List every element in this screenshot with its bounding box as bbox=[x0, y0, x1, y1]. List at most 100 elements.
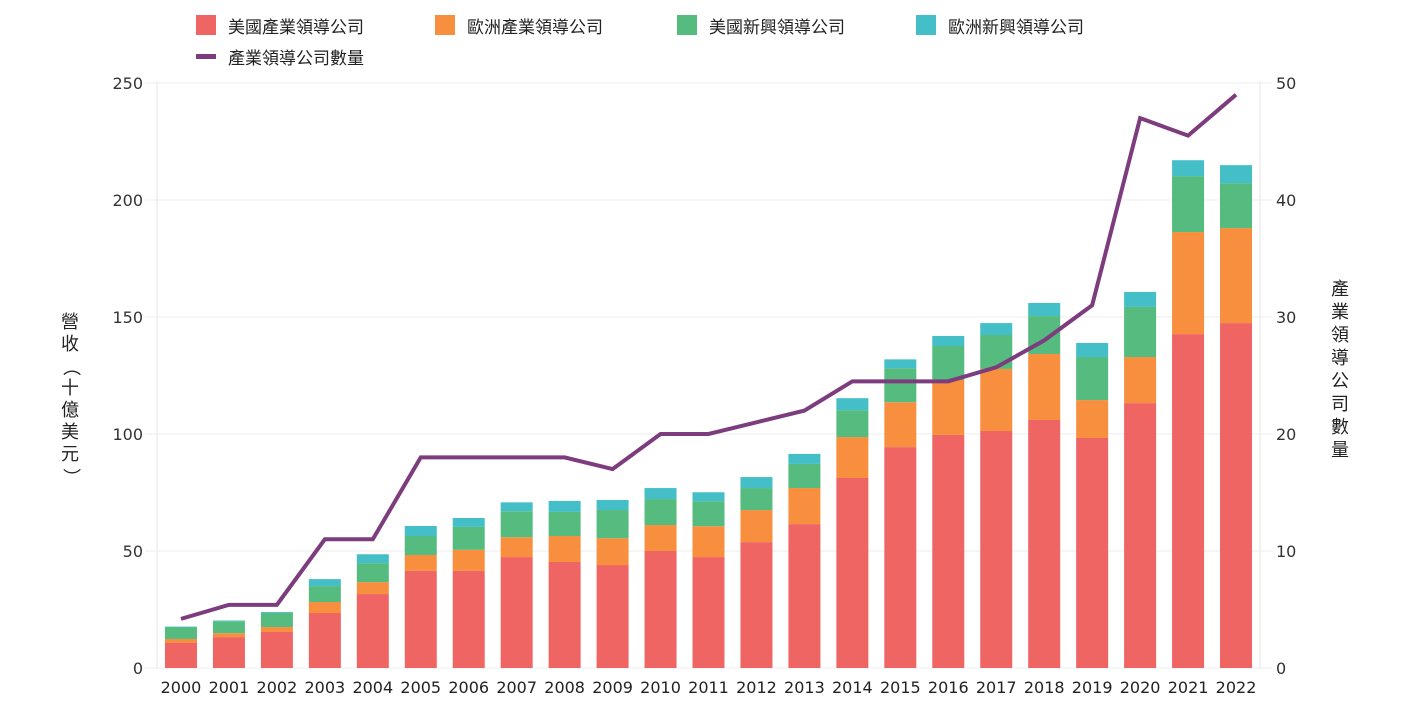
legend-label: 歐洲產業領導公司 bbox=[467, 17, 603, 38]
bar-segment-series-1-2003 bbox=[308, 602, 341, 614]
bar-stack-2007 bbox=[500, 502, 533, 668]
legend-item-us-emerging-leaders[interactable]: 美國新興領導公司 bbox=[677, 14, 845, 38]
bar-segment-series-0-2009 bbox=[596, 565, 629, 668]
bar-segment-series-3-2007 bbox=[500, 502, 533, 512]
bar-segment-series-2-2009 bbox=[596, 510, 629, 539]
bar-segment-series-1-2013 bbox=[788, 488, 821, 525]
legend-item-eu-emerging-leaders[interactable]: 歐洲新興領導公司 bbox=[916, 14, 1084, 38]
bar-segment-series-0-2013 bbox=[788, 524, 821, 668]
bar-segment-series-0-2007 bbox=[500, 557, 533, 668]
bar-segment-series-3-2010 bbox=[644, 488, 677, 500]
bar-segment-series-0-2002 bbox=[260, 631, 293, 668]
bar-segment-series-2-2006 bbox=[452, 526, 485, 550]
axis-title-char: 十 bbox=[61, 378, 79, 399]
bar-segment-series-3-2019 bbox=[1076, 342, 1109, 358]
bar-segment-series-2-2007 bbox=[500, 511, 533, 538]
bar-segment-series-1-2000 bbox=[164, 638, 197, 643]
bar-segment-series-1-2002 bbox=[260, 627, 293, 632]
x-tick-label: 2002 bbox=[257, 678, 298, 697]
bar-segment-series-2-2013 bbox=[788, 463, 821, 489]
bar-segment-series-2-2004 bbox=[356, 563, 389, 583]
bar-segment-series-3-2004 bbox=[356, 554, 389, 564]
bar-segment-series-2-2022 bbox=[1220, 183, 1253, 229]
bar-segment-series-0-2006 bbox=[452, 570, 485, 668]
bar-stack-2015 bbox=[884, 359, 917, 668]
y2-tick-label: 20 bbox=[1276, 425, 1296, 444]
y2-tick-label: 0 bbox=[1276, 659, 1286, 678]
legend-label: 產業領導公司數量 bbox=[228, 48, 364, 69]
bar-segment-series-0-2012 bbox=[740, 542, 773, 668]
bar-segment-series-2-2008 bbox=[548, 511, 581, 537]
bar-segment-series-3-2020 bbox=[1124, 291, 1157, 307]
bar-segment-series-3-2003 bbox=[308, 579, 341, 587]
bar-segment-series-0-2020 bbox=[1124, 403, 1157, 668]
bar-stack-2020 bbox=[1124, 291, 1157, 668]
bar-stack-2019 bbox=[1076, 342, 1109, 668]
legend-swatch bbox=[677, 15, 697, 35]
x-tick-label: 2003 bbox=[304, 678, 345, 697]
bar-segment-series-1-2017 bbox=[980, 368, 1013, 431]
axis-title-char: 導 bbox=[1331, 348, 1349, 369]
x-tick-label: 2020 bbox=[1120, 678, 1161, 697]
legend-item-leader-count[interactable]: 產業領導公司數量 bbox=[196, 45, 364, 69]
bar-segment-series-1-2012 bbox=[740, 510, 773, 543]
x-tick-label: 2004 bbox=[352, 678, 393, 697]
bar-segment-series-1-2006 bbox=[452, 549, 485, 571]
x-tick-label: 2018 bbox=[1024, 678, 1065, 697]
bar-segment-series-3-2014 bbox=[836, 398, 869, 411]
bar-segment-series-0-2000 bbox=[164, 642, 197, 668]
bar-segment-series-2-2019 bbox=[1076, 357, 1109, 401]
x-tick-label: 2007 bbox=[496, 678, 537, 697]
bar-segment-series-1-2021 bbox=[1172, 232, 1205, 335]
axis-title-char: 億 bbox=[61, 400, 79, 421]
bar-segment-series-0-2021 bbox=[1172, 334, 1205, 668]
x-tick-label: 2022 bbox=[1216, 678, 1257, 697]
bar-segment-series-3-2015 bbox=[884, 359, 917, 369]
bar-segment-series-0-2019 bbox=[1076, 437, 1109, 668]
bar-stack-2016 bbox=[932, 335, 965, 668]
bar-segment-series-3-2017 bbox=[980, 323, 1013, 336]
axis-title-char: 司 bbox=[1331, 394, 1349, 415]
bar-stack-2001 bbox=[212, 620, 245, 668]
bar-segment-series-1-2019 bbox=[1076, 400, 1109, 438]
x-tick-label: 2008 bbox=[544, 678, 585, 697]
legend-label: 美國產業領導公司 bbox=[228, 17, 364, 38]
bar-stack-2011 bbox=[692, 492, 725, 668]
bar-segment-series-1-2016 bbox=[932, 379, 965, 435]
legend-label: 歐洲新興領導公司 bbox=[948, 17, 1084, 38]
bar-segment-series-3-2002 bbox=[260, 612, 293, 614]
bar-segment-series-0-2014 bbox=[836, 477, 869, 668]
bar-segment-series-0-2004 bbox=[356, 594, 389, 668]
bar-stack-2000 bbox=[164, 626, 197, 668]
bar-segment-series-0-2005 bbox=[404, 570, 437, 668]
bar-segment-series-2-2002 bbox=[260, 613, 293, 628]
left-axis-title: 營 收 （ 十 億 美 元 ） bbox=[58, 312, 82, 488]
bar-stack-2002 bbox=[260, 612, 293, 668]
x-tick-label: 2016 bbox=[928, 678, 969, 697]
bar-stack-2017 bbox=[980, 323, 1013, 668]
bar-segment-series-2-2017 bbox=[980, 335, 1013, 369]
bar-stack-2009 bbox=[596, 499, 629, 668]
x-tick-label: 2021 bbox=[1168, 678, 1209, 697]
bar-segment-series-1-2022 bbox=[1220, 228, 1253, 324]
bar-stack-2006 bbox=[452, 518, 485, 668]
bar-stack-2018 bbox=[1028, 302, 1061, 668]
bar-segment-series-3-2005 bbox=[404, 525, 437, 537]
bar-segment-series-3-2001 bbox=[212, 620, 245, 622]
bar-segment-series-2-2010 bbox=[644, 499, 677, 526]
legend-item-us-industry-leaders[interactable]: 美國產業領導公司 bbox=[196, 14, 364, 38]
x-tick-label: 2009 bbox=[592, 678, 633, 697]
bar-segment-series-1-2008 bbox=[548, 536, 581, 562]
bar-segment-series-3-2012 bbox=[740, 477, 773, 489]
bar-segment-series-2-2014 bbox=[836, 410, 869, 438]
bar-stack-2021 bbox=[1172, 160, 1205, 668]
bar-stack-2010 bbox=[644, 488, 677, 668]
bar-segment-series-1-2011 bbox=[692, 526, 725, 558]
axis-title-char: 業 bbox=[1331, 302, 1349, 323]
bar-segment-series-3-2016 bbox=[932, 335, 965, 347]
legend-item-eu-industry-leaders[interactable]: 歐洲產業領導公司 bbox=[435, 14, 603, 38]
bar-segment-series-1-2001 bbox=[212, 633, 245, 638]
y-tick-label: 50 bbox=[123, 542, 143, 561]
legend-swatch bbox=[435, 15, 455, 35]
